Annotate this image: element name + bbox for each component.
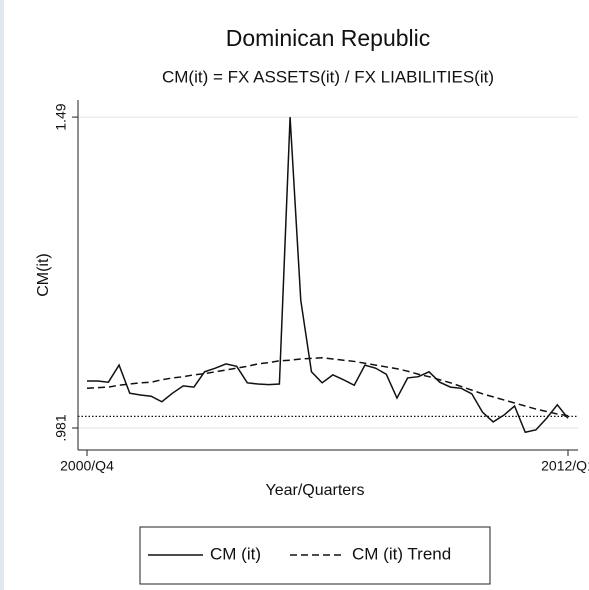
- x-axis-title: Year/Quarters: [265, 482, 364, 499]
- data-line: [87, 117, 569, 434]
- plot-area: [78, 100, 578, 450]
- y-tick-label: .981: [53, 414, 69, 441]
- chart-subtitle: CM(it) = FX ASSETS(it) / FX LIABILITIES(…: [162, 67, 494, 86]
- legend-label: CM (it): [210, 544, 261, 563]
- x-tick-label: 2000/Q4: [60, 458, 114, 474]
- x-tick-label: 2012/Q1: [541, 458, 589, 474]
- edge: [0, 0, 4, 590]
- chart-title: Dominican Republic: [226, 25, 431, 51]
- y-axis-title: CM(it): [35, 253, 52, 297]
- data-line: [86, 357, 569, 417]
- y-tick-label: 1.49: [53, 103, 69, 130]
- legend-label: CM (it) Trend: [352, 544, 451, 563]
